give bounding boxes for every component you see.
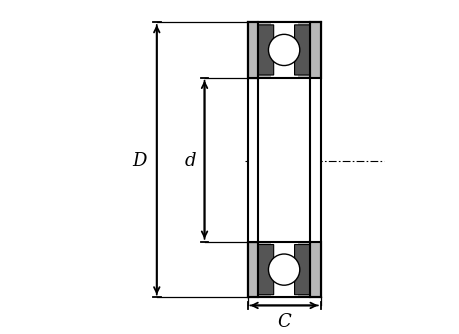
Bar (309, 78, 320, 242)
Bar (247, 78, 257, 242)
Polygon shape (297, 53, 309, 78)
Text: C: C (277, 313, 291, 331)
Bar (247, 242, 257, 298)
Polygon shape (257, 25, 273, 75)
Text: d: d (184, 152, 196, 170)
Polygon shape (297, 22, 309, 47)
Bar (309, 242, 320, 298)
Ellipse shape (268, 254, 299, 285)
Bar (247, 22, 320, 78)
Polygon shape (297, 273, 309, 298)
Polygon shape (294, 244, 309, 295)
Bar (247, 22, 257, 78)
Polygon shape (257, 22, 270, 47)
Bar (257, 242, 309, 298)
Bar (257, 22, 309, 78)
Bar (257, 78, 309, 242)
Polygon shape (257, 244, 273, 295)
Bar (247, 242, 320, 298)
Text: D: D (132, 152, 146, 170)
Polygon shape (257, 53, 270, 78)
Polygon shape (297, 242, 309, 267)
Polygon shape (257, 242, 270, 267)
Bar (309, 22, 320, 78)
Polygon shape (294, 25, 309, 75)
Polygon shape (257, 273, 270, 298)
Ellipse shape (268, 34, 299, 65)
